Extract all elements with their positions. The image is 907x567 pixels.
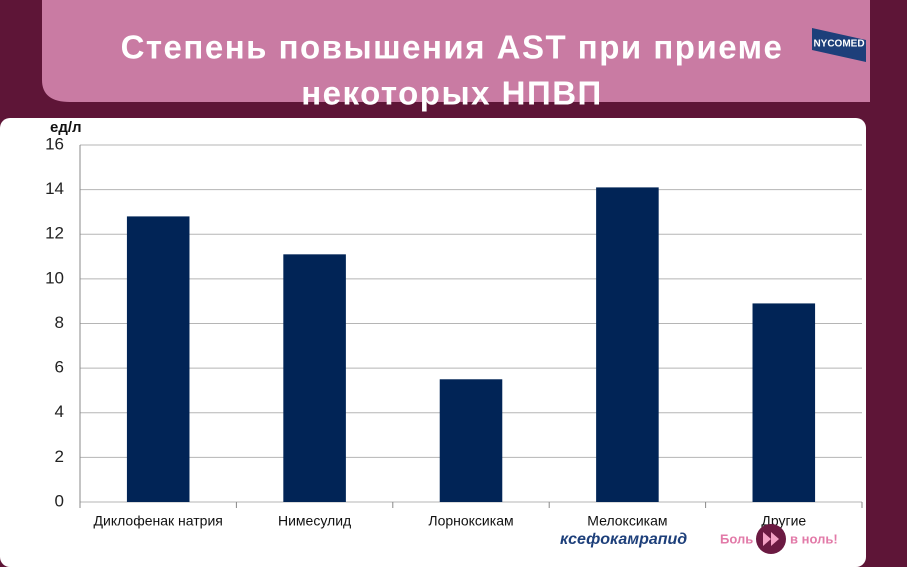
y-tick-label: 6 — [55, 358, 64, 377]
x-tick-label: Нимесулид — [278, 513, 351, 529]
plot: 0 2 4 6 8 10 12 14 16 Диклофенак натрия Нимесулид Л… — [45, 134, 863, 529]
x-tick-label: Диклофенак натрия — [94, 513, 223, 529]
footer: ксефокамрапид Боль в ноль! — [560, 524, 838, 554]
y-tick-label: 0 — [55, 491, 64, 510]
y-tick-label: 12 — [45, 224, 64, 243]
logo: NYCOMED — [812, 28, 866, 62]
logo-shape — [812, 28, 866, 62]
y-tick-label: 14 — [45, 179, 64, 198]
brand: ксефокамрапид — [560, 531, 687, 548]
y-tick-label: 16 — [45, 134, 64, 153]
y-tick-label: 2 — [55, 447, 64, 466]
title-line: Степень повышения AST при приеме — [121, 29, 784, 66]
logo-text: NYCOMED — [813, 39, 864, 50]
bar — [752, 303, 816, 502]
bar — [283, 254, 346, 502]
title-panel — [42, 0, 870, 102]
slogan: Боль — [720, 531, 753, 546]
bar — [439, 379, 503, 502]
bar — [596, 187, 659, 503]
y-tick-label: 8 — [55, 313, 64, 332]
x-tick-label: Мелоксикам — [587, 513, 667, 529]
y-axis-label: ед/л — [50, 119, 82, 136]
slogan: в ноль! — [790, 531, 838, 546]
y-tick-label: 4 — [55, 402, 64, 421]
y-tick-label: 10 — [45, 268, 64, 287]
title-line: некоторых НПВП — [301, 75, 603, 112]
x-tick-label: Лорноксикам — [428, 513, 513, 529]
play-arrows — [763, 532, 779, 546]
bar — [126, 216, 190, 502]
